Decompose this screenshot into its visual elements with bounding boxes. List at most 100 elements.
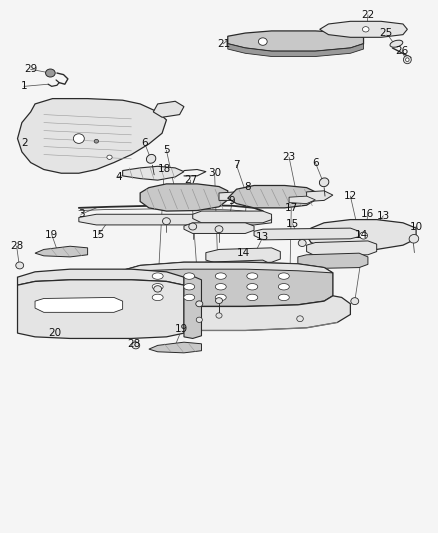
Ellipse shape: [297, 316, 304, 321]
Ellipse shape: [406, 58, 409, 62]
Text: 25: 25: [380, 28, 393, 38]
Text: 13: 13: [256, 232, 269, 242]
Polygon shape: [184, 276, 201, 338]
Polygon shape: [35, 246, 88, 257]
Polygon shape: [307, 191, 333, 201]
Ellipse shape: [154, 286, 162, 292]
Ellipse shape: [74, 134, 84, 143]
Ellipse shape: [215, 273, 226, 279]
Polygon shape: [193, 260, 272, 276]
Text: 18: 18: [158, 165, 171, 174]
Ellipse shape: [215, 284, 226, 290]
Ellipse shape: [189, 223, 197, 230]
Text: 6: 6: [141, 138, 148, 148]
Polygon shape: [254, 228, 359, 240]
Text: 14: 14: [237, 248, 250, 258]
Ellipse shape: [247, 273, 258, 279]
Polygon shape: [307, 220, 416, 251]
Ellipse shape: [362, 27, 369, 32]
Polygon shape: [289, 196, 315, 204]
Polygon shape: [123, 166, 184, 180]
Text: 8: 8: [244, 182, 251, 191]
Text: 28: 28: [127, 339, 140, 349]
Ellipse shape: [146, 155, 156, 163]
Text: 3: 3: [78, 209, 85, 219]
Ellipse shape: [409, 235, 419, 243]
Ellipse shape: [278, 294, 289, 301]
Text: 17: 17: [285, 203, 298, 213]
Text: 21: 21: [217, 39, 230, 49]
Text: 2: 2: [21, 138, 28, 148]
Ellipse shape: [184, 294, 194, 301]
Text: 20: 20: [48, 328, 61, 338]
Text: 28: 28: [10, 241, 23, 251]
Text: 14: 14: [355, 230, 368, 239]
Polygon shape: [219, 192, 245, 200]
Polygon shape: [149, 342, 201, 353]
Text: 9: 9: [229, 197, 236, 206]
Ellipse shape: [216, 313, 222, 318]
Ellipse shape: [298, 240, 306, 247]
Text: 6: 6: [312, 158, 319, 167]
Polygon shape: [228, 44, 364, 56]
Ellipse shape: [215, 294, 226, 301]
Text: 16: 16: [361, 209, 374, 219]
Text: 10: 10: [410, 222, 423, 231]
Ellipse shape: [278, 284, 289, 290]
Ellipse shape: [319, 178, 329, 187]
Ellipse shape: [184, 284, 194, 290]
Polygon shape: [228, 31, 364, 51]
Ellipse shape: [152, 273, 163, 279]
Polygon shape: [35, 297, 123, 312]
Ellipse shape: [247, 284, 258, 290]
Polygon shape: [140, 184, 228, 211]
Text: 19: 19: [175, 325, 188, 334]
Ellipse shape: [184, 273, 194, 279]
Text: 30: 30: [208, 168, 221, 178]
Ellipse shape: [351, 297, 359, 304]
Polygon shape: [153, 101, 184, 117]
Ellipse shape: [215, 226, 223, 232]
Ellipse shape: [196, 317, 202, 322]
Polygon shape: [88, 296, 350, 330]
Ellipse shape: [152, 294, 163, 301]
Text: 19: 19: [45, 230, 58, 239]
Polygon shape: [114, 262, 333, 273]
Text: 22: 22: [361, 10, 374, 20]
Text: 4: 4: [115, 172, 122, 182]
Ellipse shape: [403, 56, 411, 64]
Polygon shape: [228, 185, 315, 208]
Text: 23: 23: [283, 152, 296, 162]
Ellipse shape: [107, 155, 112, 159]
Ellipse shape: [152, 284, 163, 290]
Polygon shape: [206, 248, 280, 264]
Ellipse shape: [162, 217, 170, 225]
Ellipse shape: [94, 140, 99, 143]
Ellipse shape: [390, 40, 403, 47]
Ellipse shape: [215, 297, 223, 303]
Text: 1: 1: [21, 82, 28, 91]
Text: 27: 27: [184, 175, 197, 185]
Text: 5: 5: [163, 146, 170, 155]
Ellipse shape: [46, 69, 55, 77]
Polygon shape: [307, 241, 377, 256]
Polygon shape: [114, 262, 333, 306]
Text: 15: 15: [92, 230, 105, 239]
Polygon shape: [18, 269, 184, 285]
Ellipse shape: [247, 294, 258, 301]
Polygon shape: [79, 214, 272, 225]
Ellipse shape: [16, 262, 24, 269]
Polygon shape: [298, 253, 368, 269]
Polygon shape: [193, 211, 272, 223]
Ellipse shape: [196, 301, 203, 307]
Polygon shape: [18, 280, 184, 338]
Polygon shape: [320, 21, 407, 37]
Ellipse shape: [132, 342, 140, 349]
Text: 29: 29: [24, 64, 37, 74]
Ellipse shape: [360, 232, 367, 239]
Polygon shape: [18, 99, 166, 173]
Ellipse shape: [258, 38, 267, 45]
Text: 7: 7: [233, 160, 240, 170]
Text: 26: 26: [396, 46, 409, 55]
Text: 12: 12: [344, 191, 357, 201]
